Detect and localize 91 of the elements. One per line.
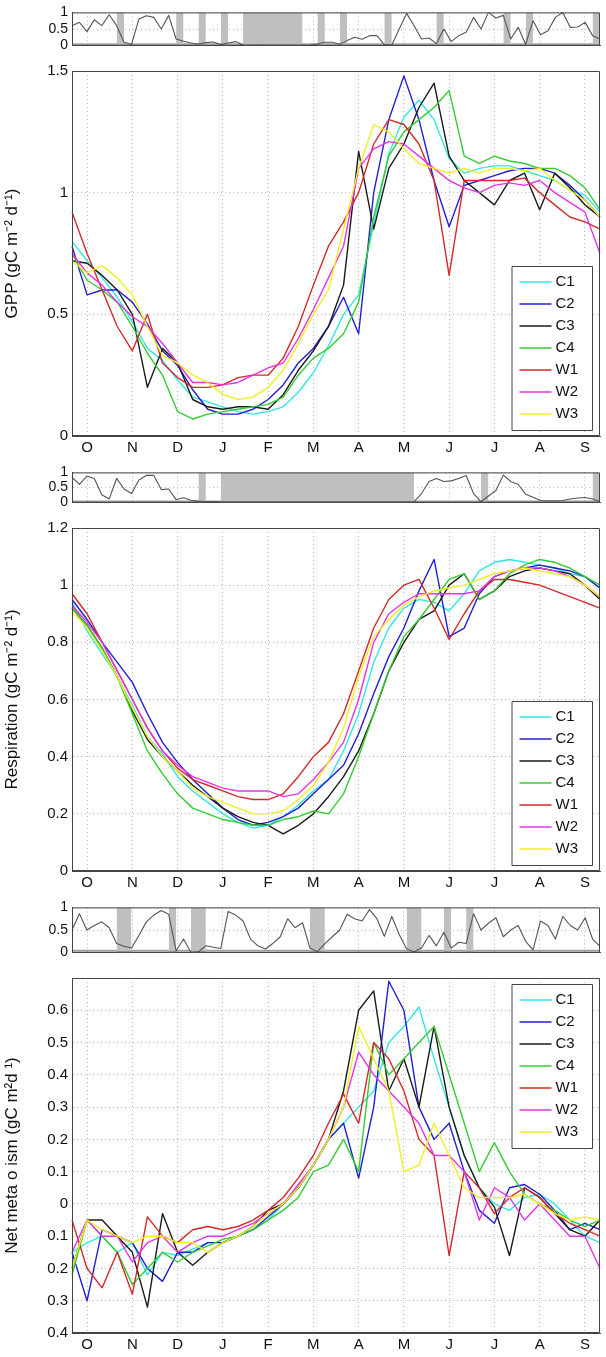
y-tick-label: 0.5 [48,920,69,937]
x-tick-label: J [490,873,499,891]
x-tick-label: M [307,873,320,891]
x-tick-label: M [397,438,411,456]
y-tick-label: 1 [60,898,69,915]
x-tick-label: N [126,873,138,891]
x-tick-label: J [219,438,227,456]
y-tick-label: 0.5 [48,478,69,495]
y-tick-label: 0.8 [47,632,68,650]
y-tick-label: 0 [60,943,69,960]
x-tick-label: J [490,438,499,456]
legend-label: W3 [555,404,578,422]
y-tick-label: 0.6 [47,1000,68,1018]
y-axis-title: GPP (gC m⁻² d⁻¹) [1,188,21,319]
y-tick-label: 1 [59,575,68,593]
legend-label: C1 [555,707,575,725]
legend-label: W1 [555,1078,578,1096]
x-tick-label: O [81,438,93,456]
y-tick-label: 0 [59,1194,68,1212]
x-tick-label: O [81,873,93,891]
y-tick-label: 1 [59,182,68,200]
x-tick-label: J [445,1335,453,1353]
legend-label: W2 [555,1100,578,1118]
legend-label: W2 [555,382,578,400]
x-tick-label: J [490,1335,499,1353]
y-tick-label: 0.6 [47,689,68,707]
x-tick-label: D [172,1335,184,1353]
x-tick-label: N [126,1335,138,1353]
y-tick-label: 0 [60,36,69,53]
x-tick-label: A [353,1335,364,1353]
legend-label: C4 [555,338,575,356]
x-tick-label: F [263,873,273,891]
legend-label: C3 [555,751,575,769]
x-tick-label: F [263,1335,273,1353]
legend-label: C2 [555,729,575,747]
legend-label: C2 [555,294,575,312]
x-tick-label: D [172,873,184,891]
y-tick-label: 0.3 [47,1097,68,1115]
legend-label: W3 [555,1122,578,1140]
x-tick-label: D [172,438,184,456]
x-tick-label: M [397,873,411,891]
x-tick-label: J [445,873,453,891]
y-tick-label: 0.2 [47,1258,68,1276]
legend-label: W2 [555,817,578,835]
x-tick-label: S [579,1335,590,1353]
x-tick-label: M [307,438,320,456]
y-tick-label: 0 [59,426,68,444]
x-tick-label: J [445,438,453,456]
y-tick-label: 0.5 [47,304,68,322]
x-tick-label: A [353,438,364,456]
legend-label: W1 [555,795,578,813]
y-tick-label: 0.2 [47,1129,68,1147]
y-tick-label: 0.4 [47,1323,68,1341]
legend-label: C3 [555,316,575,334]
x-tick-label: A [534,873,545,891]
y-tick-label: 1 [60,463,69,480]
y-tick-label: 1.5 [47,61,68,79]
y-tick-label: 0 [59,861,68,879]
y-tick-label: 0.1 [47,1226,68,1244]
y-tick-label: 0.5 [47,1032,68,1050]
x-tick-label: S [579,438,590,456]
x-tick-label: S [579,873,590,891]
legend-label: C4 [555,1056,575,1074]
legend-label: C1 [555,990,575,1008]
y-tick-label: 0.5 [48,19,69,36]
y-tick-label: 0.4 [47,746,68,764]
legend-label: W1 [555,360,578,378]
x-tick-label: A [353,873,364,891]
y-axis-title: Net meta o ism (gC m²d ¹) [1,1057,21,1254]
legend-label: C3 [555,1034,575,1052]
x-tick-label: N [126,438,138,456]
y-axis-title: Respiration (gC m⁻² d⁻¹) [1,609,21,790]
x-tick-label: F [263,438,273,456]
x-tick-label: M [397,1335,411,1353]
y-tick-label: 1.2 [47,518,68,536]
legend-label: W3 [555,839,578,857]
y-tick-label: 1 [60,3,69,20]
x-tick-label: A [534,438,545,456]
x-tick-label: A [534,1335,545,1353]
y-tick-label: 0.2 [47,803,68,821]
x-tick-label: M [307,1335,320,1353]
y-tick-label: 0.3 [47,1290,68,1308]
y-tick-label: 0.4 [47,1064,68,1082]
x-tick-label: J [219,1335,227,1353]
x-tick-label: O [81,1335,93,1353]
legend-label: C2 [555,1012,575,1030]
x-tick-label: J [219,873,227,891]
legend-label: C4 [555,773,575,791]
legend-label: C1 [555,272,575,290]
y-tick-label: 0 [60,493,69,510]
y-tick-label: 0.1 [47,1161,68,1179]
